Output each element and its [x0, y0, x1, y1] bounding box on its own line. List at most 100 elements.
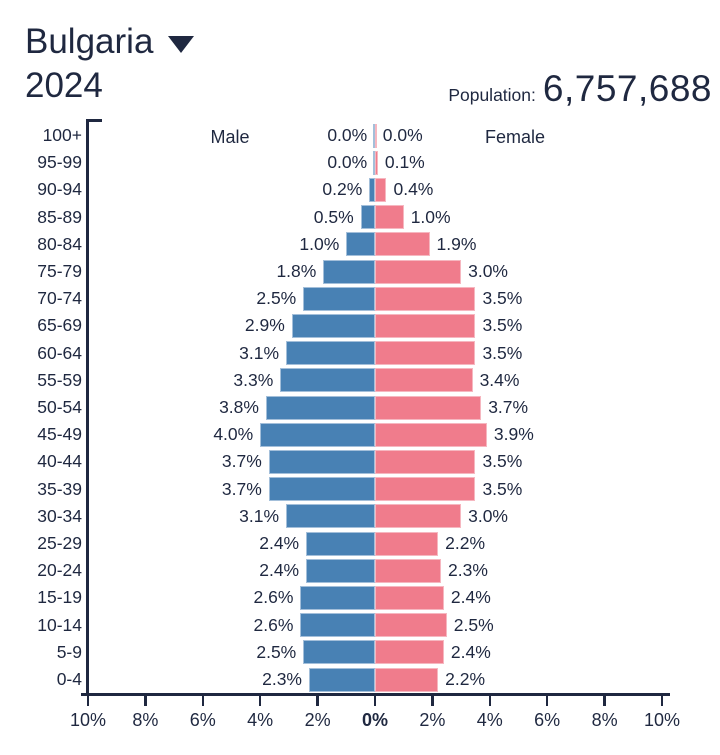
female-bar [375, 123, 377, 148]
female-value-label: 3.5% [482, 451, 523, 472]
x-axis-tick [545, 693, 549, 706]
pyramid-row: 10-14 2.6% 2.5% [0, 612, 720, 639]
male-bar [268, 449, 375, 474]
country-selector[interactable]: Bulgaria [25, 22, 195, 62]
female-value-label: 1.9% [436, 233, 477, 254]
pyramid-row: 35-39 3.7% 3.5% [0, 476, 720, 503]
male-value-label: 1.0% [299, 233, 340, 254]
male-value-label: 0.0% [327, 152, 368, 173]
x-axis-tick [603, 693, 606, 706]
population-value: 6,757,688 [542, 68, 712, 109]
age-group-label: 30-34 [37, 505, 82, 526]
x-axis-tick-label: 10% [69, 710, 107, 730]
male-value-label: 2.3% [262, 669, 302, 689]
x-axis-tick-label: 8% [591, 710, 618, 730]
age-group-label: 100+ [42, 125, 82, 145]
female-value-label: 3.0% [468, 505, 508, 526]
male-bar [373, 150, 375, 175]
male-bar [291, 313, 375, 338]
pyramid-row: 20-24 2.4% 2.3% [0, 557, 720, 584]
male-value-label: 2.9% [244, 315, 285, 336]
age-group-label: 85-89 [37, 206, 82, 227]
x-axis-tick-label: 8% [132, 710, 159, 730]
pyramid-row: 65-69 2.9% 3.5% [0, 312, 720, 339]
age-group-label: 65-69 [37, 315, 82, 336]
age-group-label: 45-49 [37, 424, 82, 445]
pyramid-row: 50-54 3.8% 3.7% [0, 394, 720, 421]
male-bar [286, 341, 375, 366]
female-bar [375, 177, 387, 202]
male-value-label: 2.5% [256, 288, 297, 309]
female-bar [375, 504, 462, 529]
female-bar [375, 477, 476, 502]
male-bar [369, 177, 375, 202]
male-bar [300, 613, 375, 638]
pyramid-row: 90-94 0.2% 0.4% [0, 176, 720, 203]
female-value-label: 0.0% [382, 125, 423, 145]
female-bar [375, 667, 439, 692]
male-value-label: 3.8% [219, 397, 259, 417]
male-value-label: 3.1% [239, 342, 280, 363]
female-bar [375, 613, 447, 638]
x-axis-tick [201, 693, 205, 706]
male-value-label: 3.7% [221, 478, 262, 499]
male-bar [303, 640, 375, 665]
male-value-label: 3.3% [233, 369, 274, 390]
female-bar [375, 313, 476, 338]
female-bar [375, 205, 404, 230]
x-axis-tick [431, 693, 434, 706]
male-value-label: 0.0% [327, 125, 368, 145]
female-value-label: 2.4% [450, 587, 491, 608]
x-axis-tick [488, 693, 492, 706]
x-axis-tick [373, 693, 377, 706]
x-axis-tick [258, 693, 262, 706]
male-bar [265, 395, 375, 420]
age-group-label: 15-19 [37, 587, 82, 608]
pyramid-row: 25-29 2.4% 2.2% [0, 530, 720, 557]
male-bar [286, 504, 375, 529]
male-value-label: 3.7% [221, 451, 262, 472]
age-group-label: 70-74 [37, 288, 82, 309]
female-value-label: 3.0% [468, 261, 508, 281]
female-bar [375, 422, 487, 447]
x-axis-tick-label: 0% [361, 710, 388, 730]
x-axis-tick-label: 2% [304, 710, 331, 730]
age-group-label: 5-9 [56, 641, 82, 662]
male-value-label: 2.6% [253, 587, 294, 608]
male-value-label: 0.5% [313, 206, 354, 227]
age-group-label: 60-64 [37, 342, 82, 363]
population-readout: Population: 6,757,688 [448, 68, 712, 110]
pyramid-row: 45-49 4.0% 3.9% [0, 421, 720, 448]
female-value-label: 3.9% [493, 424, 534, 445]
male-value-label: 2.4% [259, 560, 300, 581]
female-bar [375, 395, 482, 420]
x-axis-tick-label: 4% [247, 710, 274, 730]
female-bar [375, 286, 476, 311]
female-value-label: 2.5% [453, 614, 494, 635]
pyramid-row: 40-44 3.7% 3.5% [0, 448, 720, 475]
age-group-label: 10-14 [37, 614, 82, 635]
male-value-label: 4.0% [213, 424, 254, 445]
female-value-label: 2.3% [448, 560, 488, 581]
female-bar [375, 640, 444, 665]
age-group-label: 35-39 [37, 478, 82, 499]
pyramid-row: 15-19 2.6% 2.4% [0, 584, 720, 611]
male-bar [260, 422, 375, 447]
x-axis-tick-label: 2% [419, 710, 446, 730]
male-bar [373, 123, 375, 148]
male-series-label: Male [210, 127, 250, 147]
male-value-label: 2.6% [253, 614, 294, 635]
pyramid-row: 100+ 0.0% 0.0% [0, 122, 720, 149]
pyramid-row: 30-34 3.1% 3.0% [0, 503, 720, 530]
age-group-label: 40-44 [37, 451, 82, 472]
female-value-label: 2.4% [450, 641, 491, 662]
male-bar [306, 558, 375, 583]
pyramid-row: 80-84 1.0% 1.9% [0, 231, 720, 258]
x-axis-tick-label: 6% [534, 710, 561, 730]
pyramid-row: 60-64 3.1% 3.5% [0, 340, 720, 367]
female-bar [375, 558, 441, 583]
age-group-label: 75-79 [37, 261, 82, 281]
male-value-label: 2.5% [256, 641, 297, 662]
pyramid-row: 70-74 2.5% 3.5% [0, 285, 720, 312]
male-value-label: 3.1% [239, 505, 280, 526]
